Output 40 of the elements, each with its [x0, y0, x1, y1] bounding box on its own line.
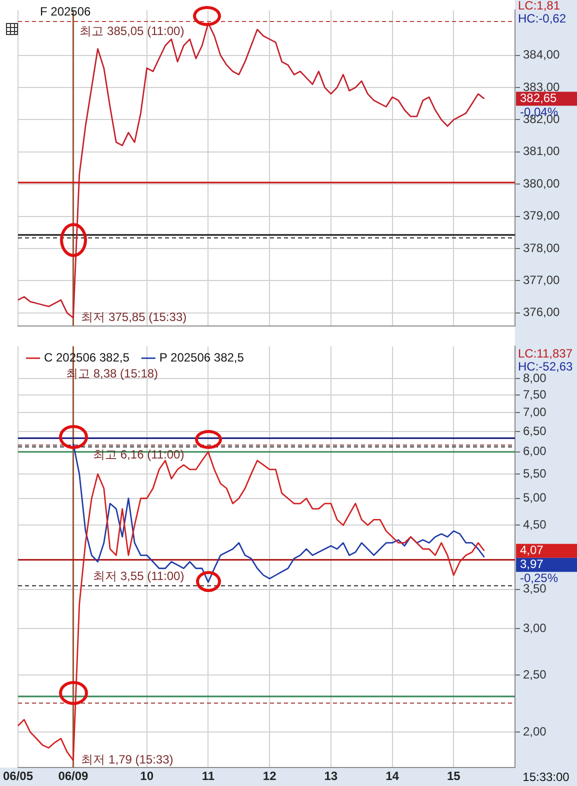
- text: -0,25%: [520, 571, 558, 586]
- annotation: 최저 1,79 (15:33): [81, 752, 174, 767]
- y-tick-label: 6,00: [523, 444, 547, 458]
- y-tick-label: 383,00: [523, 80, 560, 94]
- y-tick-label: 379,00: [523, 208, 560, 223]
- annotation: 최저 3,55 (11:00): [93, 569, 184, 584]
- x-tick-label: 10: [140, 769, 154, 784]
- y-tick-label: 7,50: [523, 387, 547, 402]
- x-tick-label: 06/09: [58, 769, 89, 784]
- x-tick-label: 11: [202, 769, 215, 784]
- y-tick-label: 381,00: [523, 144, 560, 158]
- y-tick-label: 5,50: [523, 466, 547, 480]
- text: HC:-0,62: [518, 11, 566, 26]
- y-tick-label: 377,00: [523, 273, 560, 288]
- y-tick-label: 6,50: [523, 424, 547, 438]
- text: LC:11,837: [518, 346, 573, 361]
- y-tick-label: 376,00: [523, 305, 560, 320]
- text: 4,07: [520, 543, 544, 558]
- y-tick-label: 5,00: [523, 490, 547, 505]
- y-tick-label: 384,00: [523, 48, 560, 62]
- x-tick-label: 14: [386, 769, 400, 784]
- x-axis-title: 15:33:00: [522, 770, 570, 784]
- chart-title: F 202506: [40, 4, 92, 19]
- y-tick-label: 378,00: [523, 240, 560, 255]
- y-tick-label: 2,50: [523, 667, 547, 682]
- text: 3,97: [520, 557, 544, 572]
- x-tick-label: 06/05: [2, 769, 34, 784]
- text: 382,65: [520, 91, 558, 106]
- y-tick-label: 3,00: [523, 620, 547, 635]
- legend-label: P 202506 382,5: [159, 350, 244, 365]
- annotation: 최고 385,05 (11:00): [80, 24, 184, 38]
- text: LC:1,81: [518, 0, 560, 12]
- y-tick-label: 4,50: [523, 518, 547, 532]
- x-tick-label: 13: [324, 769, 338, 784]
- y-tick-label: 2,00: [523, 724, 547, 738]
- x-tick-label: 12: [262, 769, 277, 784]
- annotation: 최저 375,85 (15:33): [81, 310, 187, 324]
- y-tick-label: 380,00: [523, 176, 560, 190]
- x-tick-label: 15: [446, 769, 461, 784]
- y-tick-label: 7,00: [523, 404, 547, 419]
